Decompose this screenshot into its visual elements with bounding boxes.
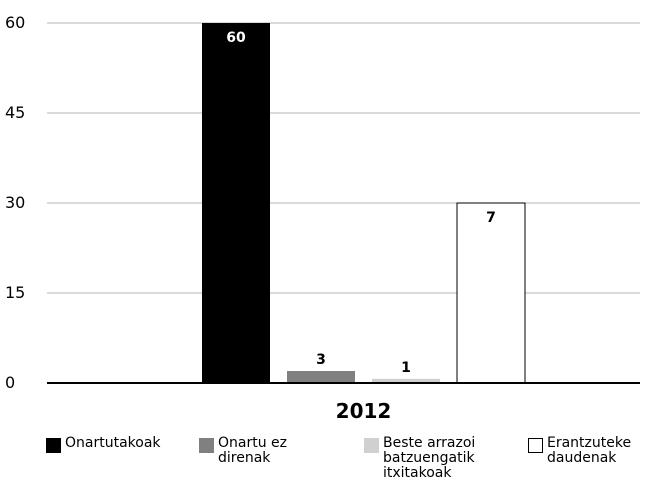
- bars: [202, 23, 526, 384]
- legend-swatch: [46, 438, 61, 453]
- gridlines: [47, 22, 640, 294]
- legend-item: Onartu ez direnak: [199, 436, 287, 466]
- y-tick-label: 15: [5, 283, 25, 302]
- legend-swatch: [528, 438, 543, 453]
- bar-data-label: 7: [486, 210, 496, 226]
- bar: [456, 202, 526, 384]
- bar-chart: 0 15 30 45 60 60 3 1 7 2012: [5, 13, 640, 423]
- legend: Onartutakoak Onartu ez direnak Beste arraz…: [0, 436, 645, 486]
- legend-item: Beste arrazoi batzuengatik itxitakoak: [364, 436, 475, 481]
- bar: [202, 23, 270, 383]
- legend-label: Beste arrazoi batzuengatik itxitakoak: [383, 435, 476, 481]
- data-labels: 60 3 1 7: [226, 30, 496, 376]
- legend-label: Erantzuteke daudenak: [547, 435, 632, 466]
- y-axis-ticks: 0 15 30 45 60: [5, 13, 25, 392]
- category-label: 2012: [336, 399, 392, 423]
- legend-item: Erantzuteke daudenak: [528, 436, 631, 466]
- legend-label: Onartu ez direnak: [218, 435, 288, 466]
- legend-swatch: [199, 438, 214, 453]
- bar-data-label: 60: [226, 30, 246, 46]
- y-tick-label: 0: [5, 373, 15, 392]
- bar-data-label: 1: [401, 360, 411, 376]
- legend-label: Onartutakoak: [65, 435, 161, 451]
- legend-item: Onartutakoak: [46, 436, 161, 453]
- bar-data-label: 3: [316, 352, 326, 368]
- bar: [287, 371, 355, 383]
- legend-swatch: [364, 438, 379, 453]
- bar: [372, 378, 440, 383]
- y-tick-label: 60: [5, 13, 25, 32]
- y-tick-label: 45: [5, 103, 25, 122]
- y-tick-label: 30: [5, 193, 25, 212]
